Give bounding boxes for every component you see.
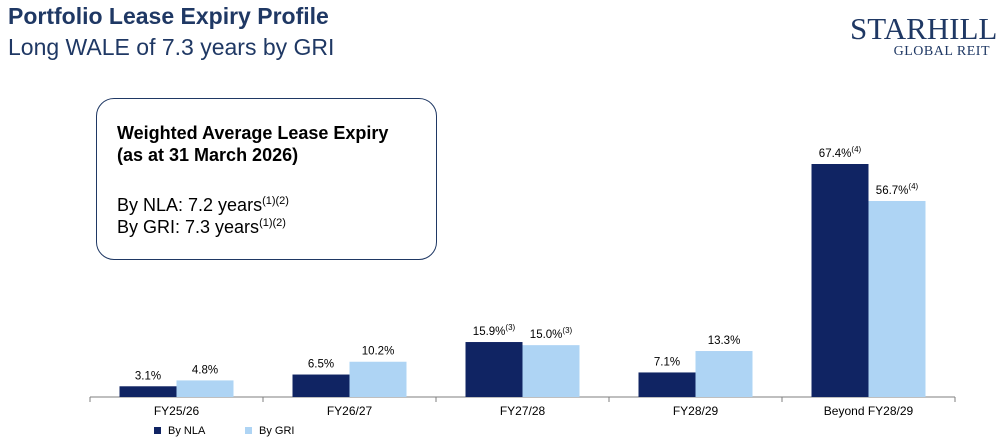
bar-nla (638, 372, 696, 397)
x-tick-label: FY26/27 (327, 404, 373, 418)
data-label-gri: 56.7%(4) (876, 182, 919, 197)
bar-nla (292, 374, 350, 397)
data-label-nla: 15.9%(3) (473, 323, 516, 338)
bar-nla (465, 342, 523, 397)
page-subtitle: Long WALE of 7.3 years by GRI (8, 34, 335, 60)
x-tick-label: Beyond FY28/29 (824, 404, 914, 418)
data-label-footnote: (3) (562, 326, 572, 335)
bar-gri (868, 200, 926, 397)
wale-heading: Weighted Average Lease Expiry (as at 31 … (117, 122, 388, 166)
wale-heading-line1: Weighted Average Lease Expiry (117, 123, 389, 143)
data-label-nla: 67.4%(4) (819, 145, 862, 160)
bar-gri (349, 361, 407, 397)
wale-by-nla: By NLA: 7.2 years(1)(2) (117, 190, 289, 216)
legend-label-nla: By NLA (168, 425, 206, 437)
starhill-logo: STARHILL GLOBAL REIT (850, 11, 998, 60)
wale-summary-box: Weighted Average Lease Expiry (as at 31 … (96, 98, 437, 260)
legend-item-nla: By NLA (154, 425, 205, 437)
x-tick-label: FY27/28 (500, 404, 546, 418)
data-label-gri: 13.3% (708, 335, 741, 347)
logo-tagline: GLOBAL REIT (893, 44, 990, 59)
bar-nla (119, 386, 177, 397)
data-label-gri: 15.0%(3) (530, 326, 573, 341)
data-label-nla: 7.1% (654, 356, 680, 368)
wale-by-gri-footnote: (1)(2) (259, 217, 286, 229)
bar-gri (695, 351, 753, 397)
data-label-footnote: (3) (505, 323, 515, 332)
x-tick-label: FY28/29 (673, 404, 719, 418)
bar-gri (176, 380, 234, 397)
wale-heading-line2: (as at 31 March 2026) (117, 145, 299, 165)
legend-label-gri: By GRI (259, 425, 295, 437)
wale-by-nla-footnote: (1)(2) (262, 195, 289, 207)
wale-by-gri: By GRI: 7.3 years(1)(2) (117, 212, 286, 238)
logo-wordmark: STARHILL (850, 11, 998, 46)
data-label-nla: 6.5% (308, 359, 334, 371)
legend-swatch-nla (154, 427, 161, 434)
bar-gri (522, 345, 580, 397)
data-label-gri: 4.8% (192, 364, 218, 376)
data-label-footnote: (4) (908, 182, 918, 191)
wale-by-nla-text: By NLA: 7.2 years (117, 195, 263, 215)
wale-by-gri-text: By GRI: 7.3 years (117, 217, 260, 237)
data-label-gri: 10.2% (362, 346, 395, 358)
x-tick-label: FY25/26 (154, 404, 200, 418)
data-label-nla: 3.1% (135, 370, 161, 382)
legend-item-gri: By GRI (245, 425, 294, 437)
page-title: Portfolio Lease Expiry Profile (8, 3, 329, 29)
bar-nla (811, 164, 869, 397)
data-label-footnote: (4) (851, 145, 861, 154)
legend-swatch-gri (245, 427, 252, 434)
